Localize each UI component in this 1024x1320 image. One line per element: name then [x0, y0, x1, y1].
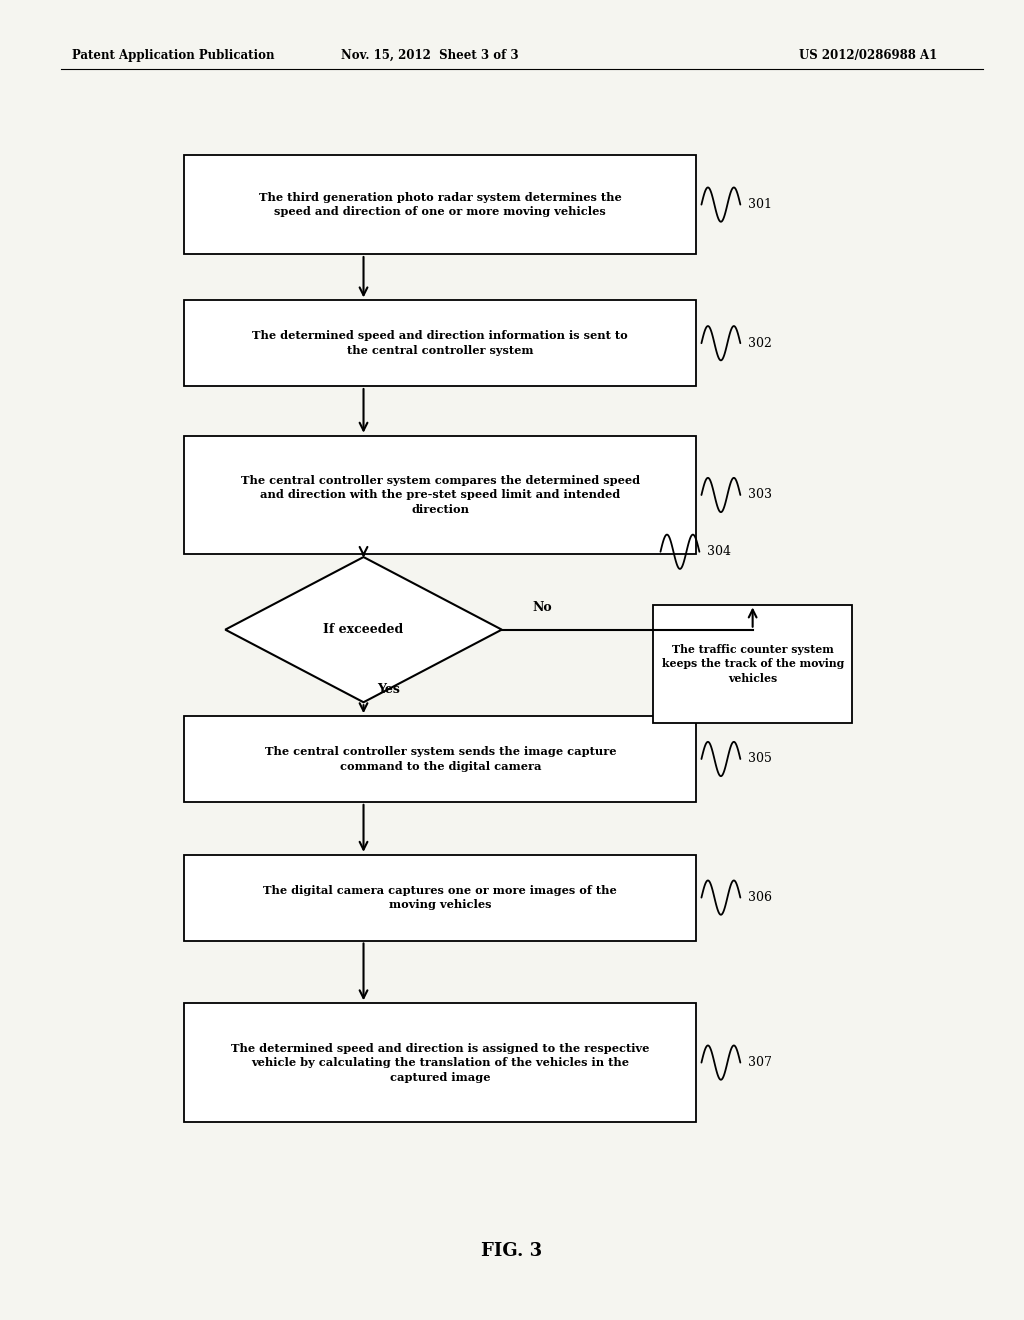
Text: The third generation photo radar system determines the
speed and direction of on: The third generation photo radar system … — [259, 191, 622, 218]
Bar — [184, 154, 696, 253]
Text: 301: 301 — [748, 198, 771, 211]
Text: 302: 302 — [748, 337, 771, 350]
Polygon shape — [225, 557, 502, 702]
Text: The digital camera captures one or more images of the
moving vehicles: The digital camera captures one or more … — [263, 884, 617, 911]
Text: 305: 305 — [748, 752, 771, 766]
Bar — [184, 1003, 696, 1122]
Bar — [184, 855, 696, 940]
Text: 304: 304 — [707, 545, 730, 558]
Text: 303: 303 — [748, 488, 771, 502]
Bar — [184, 436, 696, 554]
Bar — [184, 717, 696, 803]
Text: US 2012/0286988 A1: US 2012/0286988 A1 — [799, 49, 937, 62]
Text: 306: 306 — [748, 891, 771, 904]
Text: Yes: Yes — [377, 682, 399, 696]
Text: Nov. 15, 2012  Sheet 3 of 3: Nov. 15, 2012 Sheet 3 of 3 — [341, 49, 519, 62]
Bar — [184, 301, 696, 385]
Bar — [653, 605, 852, 723]
Text: Patent Application Publication: Patent Application Publication — [72, 49, 274, 62]
Text: The central controller system compares the determined speed
and direction with t: The central controller system compares t… — [241, 475, 640, 515]
Text: 307: 307 — [748, 1056, 771, 1069]
Text: The determined speed and direction is assigned to the respective
vehicle by calc: The determined speed and direction is as… — [231, 1043, 649, 1082]
Text: The central controller system sends the image capture
command to the digital cam: The central controller system sends the … — [264, 746, 616, 772]
Text: The determined speed and direction information is sent to
the central controller: The determined speed and direction infor… — [253, 330, 628, 356]
Text: No: No — [532, 601, 553, 614]
Text: FIG. 3: FIG. 3 — [481, 1242, 543, 1261]
Text: If exceeded: If exceeded — [324, 623, 403, 636]
Text: The traffic counter system
keeps the track of the moving
vehicles: The traffic counter system keeps the tra… — [662, 644, 844, 684]
